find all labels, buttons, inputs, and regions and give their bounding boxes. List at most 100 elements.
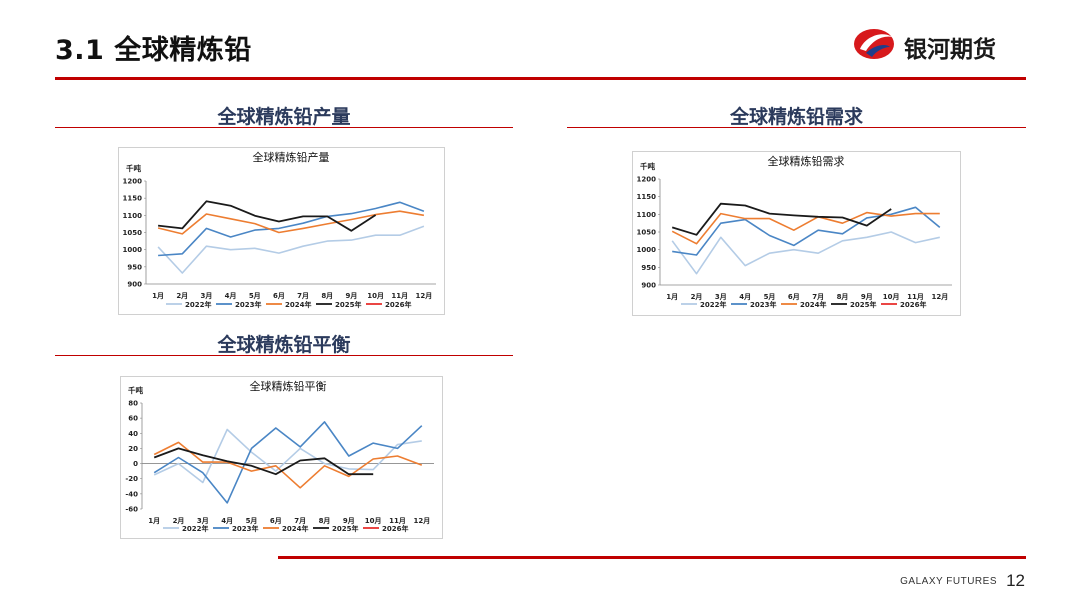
legend-label: 2023年 [232, 524, 258, 533]
series-line-2025年 [671, 202, 892, 236]
section-divider-production [55, 127, 513, 128]
chart-title: 全球精炼铅平衡 [250, 379, 327, 393]
y-tick-label: 1150 [637, 193, 657, 201]
x-tick-label: 10月 [367, 292, 384, 300]
section-title-balance: 全球精炼铅平衡 [217, 334, 351, 356]
y-tick-label: -60 [125, 506, 138, 514]
chart-demand: 全球精炼铅需求 千吨 900 950 1000 1050 1100 1150 1200 1月 2月 3… [632, 151, 961, 316]
x-tick-label: 4月 [221, 517, 233, 525]
series-line-2025年 [157, 200, 377, 232]
x-tick-label: 7月 [294, 517, 306, 525]
legend-label: 2026年 [385, 300, 411, 309]
legend-label: 2025年 [332, 524, 358, 533]
x-tick-label: 9月 [345, 292, 357, 300]
series-line-2022年 [671, 231, 940, 275]
y-tick-label: 1050 [637, 229, 657, 237]
y-tick-label: -20 [125, 475, 138, 483]
x-tick-label: 9月 [861, 293, 873, 301]
x-tick-label: 7月 [297, 292, 309, 300]
y-tick-label: 80 [128, 400, 138, 408]
x-tick-label: 1月 [152, 292, 164, 300]
y-tick-label: 1100 [123, 212, 143, 220]
x-tick-label: 11月 [907, 293, 924, 301]
legend-label: 2023年 [750, 300, 776, 309]
series-line-2025年 [153, 447, 374, 476]
x-tick-label: 12月 [413, 517, 430, 525]
y-tick-label: 1000 [637, 246, 657, 254]
footer-brand: GALAXY FUTURES [900, 576, 997, 587]
series-line-2023年 [153, 421, 423, 504]
legend-label: 2026年 [382, 524, 408, 533]
x-tick-label: 7月 [812, 293, 824, 301]
chart-balance-svg: 全球精炼铅平衡 千吨 -60 -40 -20 0 20 40 60 80 1月 2月 3月 4月 5月 6月 7… [125, 379, 434, 533]
chart-title: 全球精炼铅需求 [768, 154, 845, 168]
x-tick-label: 10月 [365, 517, 382, 525]
series-line-2023年 [672, 206, 941, 256]
y-tick-label: 950 [127, 263, 142, 271]
x-tick-label: 4月 [739, 293, 751, 301]
x-tick-label: 1月 [666, 293, 678, 301]
unit-label: 千吨 [128, 385, 143, 395]
x-tick-label: 5月 [249, 292, 261, 300]
section-divider-balance [55, 355, 513, 356]
legend-label: 2024年 [800, 300, 826, 309]
legend-label: 2022年 [182, 524, 208, 533]
x-tick-label: 9月 [343, 517, 355, 525]
x-tick-label: 4月 [225, 292, 237, 300]
header-divider [55, 77, 1026, 80]
legend-label: 2023年 [235, 300, 261, 309]
x-tick-label: 10月 [883, 293, 900, 301]
x-tick-label: 6月 [270, 517, 282, 525]
y-tick-label: 40 [128, 430, 138, 438]
chart-title: 全球精炼铅产量 [253, 150, 330, 164]
y-tick-label: 1200 [123, 178, 143, 186]
x-tick-label: 12月 [931, 293, 948, 301]
x-tick-label: 8月 [321, 292, 333, 300]
y-tick-label: 1150 [123, 195, 143, 203]
x-tick-label: 5月 [246, 517, 258, 525]
series-line-2024年 [671, 211, 940, 245]
chart-balance: 全球精炼铅平衡 千吨 -60 -40 -20 0 20 40 60 80 1月 2月 3月 4月 5月 6月 7… [120, 376, 443, 539]
x-tick-label: 12月 [416, 292, 433, 300]
section-divider-demand [567, 127, 1026, 128]
x-tick-label: 8月 [837, 293, 849, 301]
section-title-demand: 全球精炼铅需求 [729, 106, 863, 128]
logo-text: 银河期货 [904, 37, 996, 63]
y-tick-label: 60 [128, 415, 138, 423]
legend-label: 2024年 [285, 300, 311, 309]
company-logo: 银河期货 [852, 26, 1022, 63]
series-line-2024年 [157, 210, 425, 235]
legend-label: 2022年 [185, 300, 211, 309]
y-tick-label: 900 [641, 282, 656, 290]
unit-label: 千吨 [126, 163, 141, 173]
chart-production: 全球精炼铅产量 千吨 900 950 1000 1050 1100 1150 1200 1月 2月 3… [118, 147, 445, 315]
series-line-2023年 [158, 201, 425, 257]
x-tick-label: 6月 [788, 293, 800, 301]
x-tick-label: 11月 [389, 517, 406, 525]
y-tick-label: 1050 [123, 229, 143, 237]
unit-label: 千吨 [640, 161, 655, 171]
section-title-production: 全球精炼铅产量 [217, 106, 351, 128]
page-number: 12 [1006, 571, 1025, 590]
page-title: 3.1 全球精炼铅 [55, 35, 252, 66]
x-tick-label: 3月 [197, 517, 209, 525]
series-line-2024年 [153, 441, 423, 489]
y-tick-label: 1200 [637, 176, 657, 184]
x-tick-label: 2月 [173, 517, 185, 525]
footer-divider [278, 556, 1026, 559]
x-tick-label: 2月 [176, 292, 188, 300]
y-tick-label: 0 [133, 460, 138, 468]
galaxy-logo-icon [854, 29, 894, 59]
legend-label: 2026年 [900, 300, 926, 309]
x-tick-label: 3月 [200, 292, 212, 300]
legend-label: 2022年 [700, 300, 726, 309]
x-tick-label: 11月 [391, 292, 408, 300]
series-line-2022年 [153, 428, 422, 484]
legend-label: 2024年 [282, 524, 308, 533]
x-tick-label: 5月 [764, 293, 776, 301]
x-tick-label: 2月 [691, 293, 703, 301]
x-tick-label: 3月 [715, 293, 727, 301]
y-tick-label: -40 [125, 490, 138, 498]
y-tick-label: 1100 [637, 211, 657, 219]
